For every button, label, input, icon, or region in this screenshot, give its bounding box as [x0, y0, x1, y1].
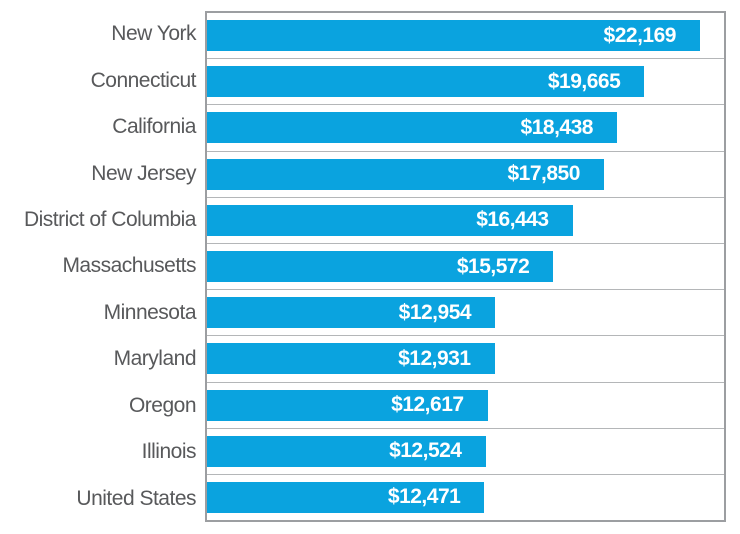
category-label: Illinois — [141, 440, 197, 464]
bar: $17,850 — [207, 158, 604, 190]
category-label: Minnesota — [103, 300, 197, 324]
category-axis: New York Connecticut California New Jers… — [0, 11, 205, 522]
bar-chart: New York Connecticut California New Jers… — [0, 11, 726, 522]
bar-row: $18,438 — [207, 105, 724, 152]
category-label: Maryland — [113, 347, 197, 371]
category-label: Massachusetts — [62, 254, 196, 278]
bar: $16,443 — [207, 204, 573, 236]
bar: $18,438 — [207, 112, 617, 144]
category-label: United States — [76, 486, 196, 510]
category-label: Oregon — [128, 393, 197, 417]
bar: $12,954 — [207, 297, 496, 329]
value-label: $22,169 — [603, 23, 677, 47]
category-label: New York — [111, 22, 196, 46]
bar: $12,931 — [207, 343, 495, 375]
value-label: $12,524 — [389, 439, 462, 463]
bar-row: $12,524 — [207, 429, 724, 475]
value-label: $18,438 — [520, 115, 594, 139]
value-label: $12,471 — [387, 485, 461, 509]
bar: $12,617 — [207, 389, 488, 421]
bar-row: $17,850 — [207, 152, 724, 198]
value-label: $12,954 — [398, 300, 472, 324]
bar: $19,665 — [207, 66, 645, 98]
plot-area: $22,169 $19,665 $18,438 $17,850 $16,443 … — [205, 11, 726, 522]
value-label: $17,850 — [507, 162, 580, 186]
value-label: $12,617 — [391, 393, 464, 417]
bar: $12,471 — [207, 481, 485, 513]
bar-row: $12,617 — [207, 383, 724, 429]
category-label: District of Columbia — [23, 208, 197, 232]
bar-row: $12,931 — [207, 336, 724, 383]
value-label: $15,572 — [456, 254, 530, 278]
category-label: California — [112, 115, 196, 139]
value-label: $19,665 — [547, 69, 621, 93]
bar: $15,572 — [207, 251, 554, 283]
bar-row: $19,665 — [207, 59, 724, 106]
bar: $12,524 — [207, 435, 486, 467]
category-label: Connecticut — [90, 68, 197, 92]
value-label: $16,443 — [476, 208, 549, 232]
bar-row: $12,471 — [207, 475, 724, 520]
bar-row: $12,954 — [207, 290, 724, 337]
category-label: New Jersey — [91, 161, 196, 185]
value-label: $12,931 — [398, 346, 471, 370]
bar-row: $16,443 — [207, 198, 724, 244]
bar: $22,169 — [207, 20, 700, 52]
bar-row: $15,572 — [207, 244, 724, 291]
bar-row: $22,169 — [207, 13, 724, 60]
